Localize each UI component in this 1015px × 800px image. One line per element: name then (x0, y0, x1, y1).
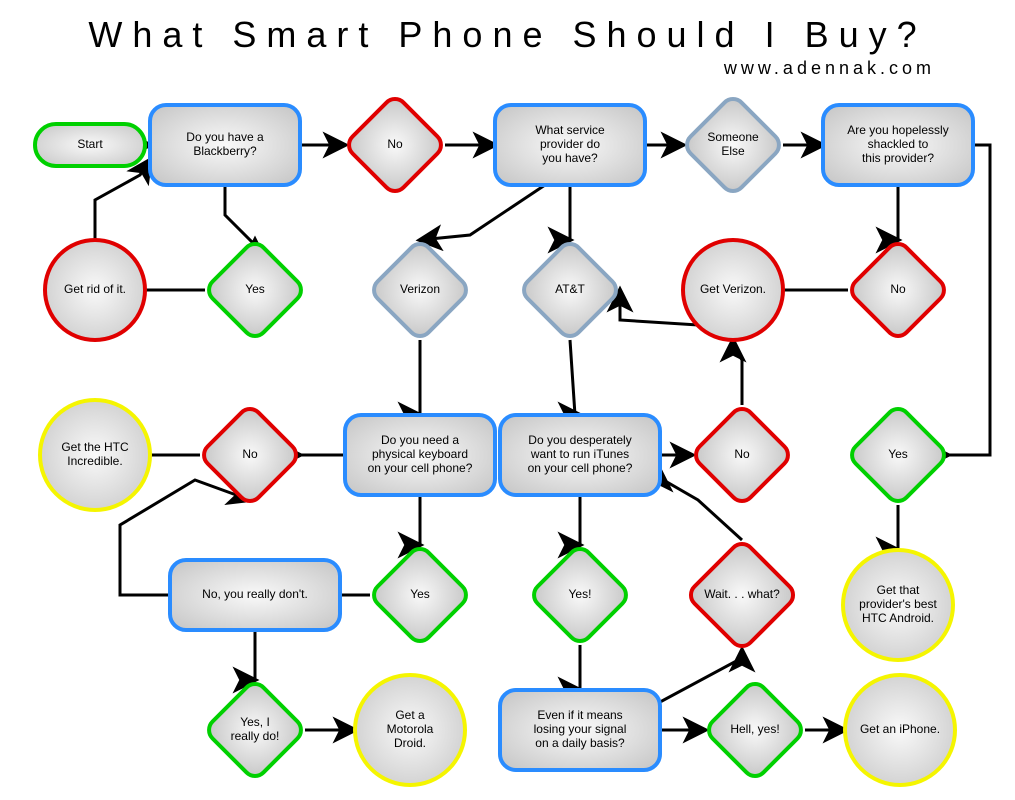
node-q_signal: Even if it meanslosing your signalon a d… (500, 690, 660, 770)
node-label-start: Start (35, 124, 145, 166)
flowchart-canvas: StartDo you have aBlackberry? No What serv… (0, 0, 1015, 800)
node-someone: SomeoneElse (682, 94, 784, 196)
node-label-yes1: Yes (205, 240, 305, 340)
node-no3: No (199, 404, 301, 506)
node-label-hellyes: Hell, yes! (705, 680, 805, 780)
edge-att-q_itunes (570, 340, 580, 415)
node-yesreally: Yes, Ireally do! (204, 679, 306, 781)
node-label-waitwhat: Wait. . . what? (687, 540, 797, 650)
node-hellyes: Hell, yes! (704, 679, 806, 781)
node-label-q_itunes: Do you desperatelywant to run iTuneson y… (500, 415, 660, 495)
node-label-yes3: Yes (848, 405, 948, 505)
node-q_provider: What serviceprovider doyou have? (495, 105, 645, 185)
node-no1: No (344, 94, 446, 196)
edge-getrid-q_blackberry (95, 160, 150, 240)
node-yes3: Yes (847, 404, 949, 506)
node-label-q_blackberry: Do you have aBlackberry? (150, 105, 300, 185)
node-q_shackled: Are you hopelesslyshackled tothis provid… (823, 105, 973, 185)
node-yesbang: Yes! (529, 544, 631, 646)
node-label-someone: SomeoneElse (683, 95, 783, 195)
node-label-no4: No (692, 405, 792, 505)
node-label-getrid: Get rid of it. (45, 240, 145, 340)
node-htc_inc: Get the HTCIncredible. (40, 400, 150, 510)
node-iphone: Get an iPhone. (845, 675, 955, 785)
node-label-verizon: Verizon (370, 240, 470, 340)
node-label-q_provider: What serviceprovider doyou have? (495, 105, 645, 185)
edge-q_shackled-yes3 (948, 145, 990, 455)
node-label-iphone: Get an iPhone. (845, 675, 955, 785)
node-label-q_signal: Even if it meanslosing your signalon a d… (500, 690, 660, 770)
node-droid: Get aMotorolaDroid. (355, 675, 465, 785)
edge-q_blackberry-yes1 (225, 185, 255, 245)
node-verizon: Verizon (369, 239, 471, 341)
node-q_itunes: Do you desperatelywant to run iTuneson y… (500, 415, 660, 495)
node-label-getverizon: Get Verizon. (683, 240, 783, 340)
node-getrid: Get rid of it. (45, 240, 145, 340)
node-label-q_keyboard: Do you need aphysical keyboardon your ce… (345, 415, 495, 495)
node-label-noyoudont: No, you really don't. (170, 560, 340, 630)
node-q_keyboard: Do you need aphysical keyboardon your ce… (345, 415, 495, 495)
node-yes1: Yes (204, 239, 306, 341)
node-label-yesbang: Yes! (530, 545, 630, 645)
node-no4: No (691, 404, 793, 506)
node-label-no1: No (345, 95, 445, 195)
node-waitwhat: Wait. . . what? (686, 539, 798, 651)
node-label-q_shackled: Are you hopelesslyshackled tothis provid… (823, 105, 973, 185)
node-label-no3: No (200, 405, 300, 505)
node-label-htc_inc: Get the HTCIncredible. (40, 400, 150, 510)
node-label-att: AT&T (520, 240, 620, 340)
node-getverizon: Get Verizon. (683, 240, 783, 340)
node-no2: No (847, 239, 949, 341)
node-label-no2: No (848, 240, 948, 340)
node-label-yesreally: Yes, Ireally do! (205, 680, 305, 780)
edge-no4-getverizon (733, 340, 742, 405)
node-noyoudont: No, you really don't. (170, 560, 340, 630)
node-label-yes2: Yes (370, 545, 470, 645)
node-att: AT&T (519, 239, 621, 341)
node-label-droid: Get aMotorolaDroid. (355, 675, 465, 785)
node-label-htc_android: Get thatprovider's bestHTC Android. (843, 550, 953, 660)
node-yes2: Yes (369, 544, 471, 646)
node-q_blackberry: Do you have aBlackberry? (150, 105, 300, 185)
node-start: Start (35, 124, 145, 166)
node-htc_android: Get thatprovider's bestHTC Android. (843, 550, 953, 660)
